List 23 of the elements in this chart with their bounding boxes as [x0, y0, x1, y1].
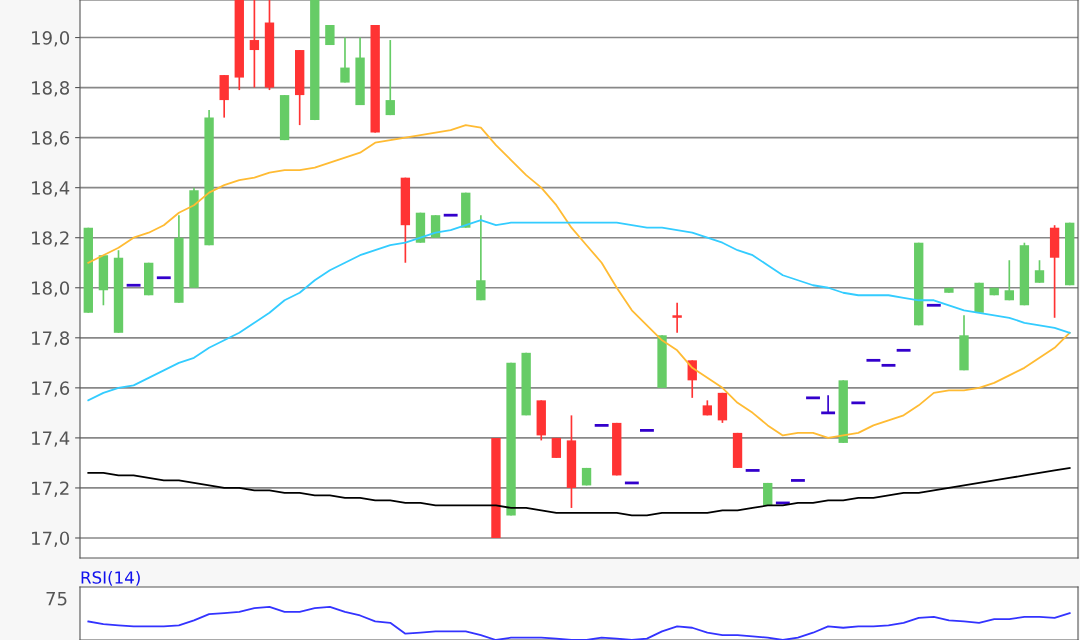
y-tick-label: 18,4 [32, 181, 70, 197]
candlestick [385, 39, 395, 116]
candlestick [672, 301, 682, 334]
line-series [87, 124, 1071, 439]
y-tick-label: 17,0 [32, 531, 70, 547]
candlestick [1034, 259, 1045, 284]
line-series [87, 467, 1071, 517]
y-tick-label: 19,0 [32, 30, 70, 47]
y-tick-label: 18,2 [32, 231, 69, 247]
line-series [87, 219, 1071, 402]
y-tick-label: 18,8 [32, 81, 70, 97]
candlestick [340, 36, 350, 84]
y-tick-label: 17,2 [32, 481, 69, 497]
y-tick-label: 17,8 [32, 331, 70, 347]
y-tick-label: 17,4 [32, 431, 70, 447]
text: 75 [46, 592, 67, 606]
candlestick [1004, 259, 1014, 302]
chart-title: RSI(14) [81, 570, 140, 586]
candlestick [476, 214, 486, 302]
y-tick-label: 18,0 [32, 281, 70, 297]
y-tick-label: 17,6 [32, 381, 70, 397]
y-tick-label: 18,6 [32, 131, 70, 147]
candlestick [249, 0, 260, 89]
